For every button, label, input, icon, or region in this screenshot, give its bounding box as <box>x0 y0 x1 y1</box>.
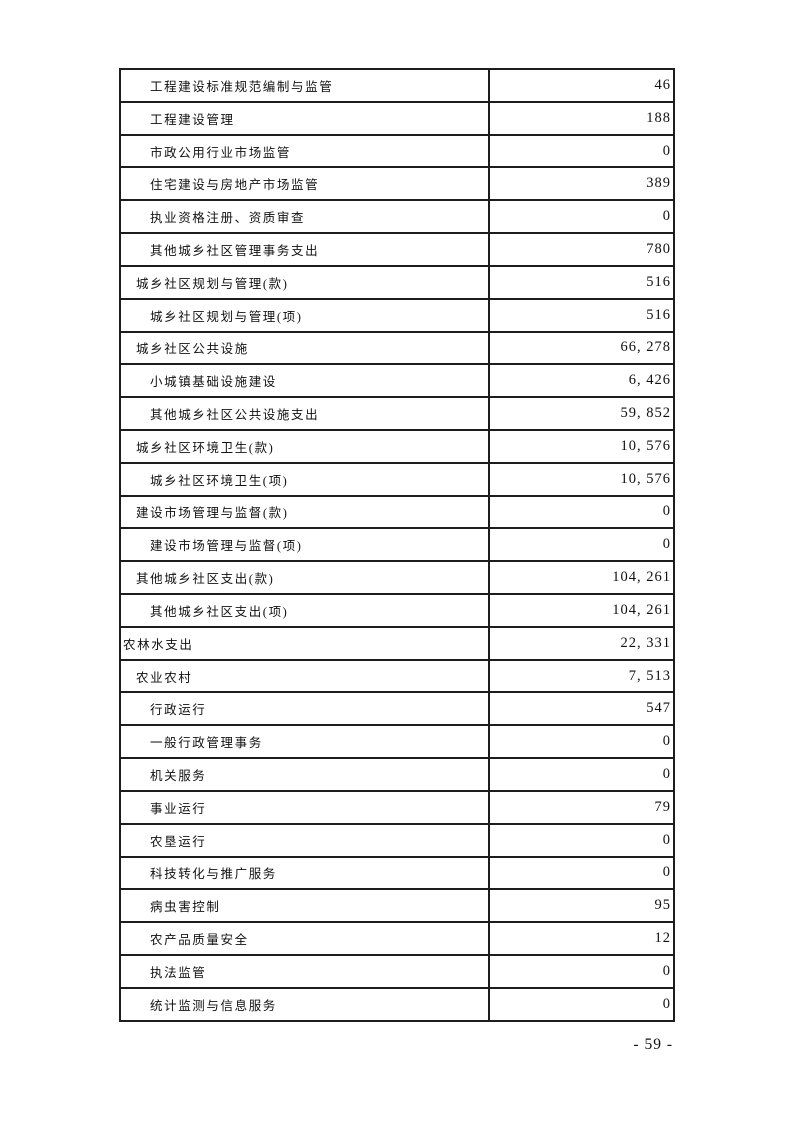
budget-item-value: 46 <box>488 68 675 103</box>
table-row: 城乡社区规划与管理(款) 516 <box>119 264 675 300</box>
budget-item-value: 22, 331 <box>488 625 675 661</box>
budget-item-label: 农林水支出 <box>119 625 490 661</box>
budget-item-value: 95 <box>488 888 675 924</box>
budget-item-value: 516 <box>488 297 675 333</box>
table-row: 执业资格注册、资质审查 0 <box>119 199 675 235</box>
budget-item-label: 住宅建设与房地产市场监管 <box>119 166 490 202</box>
budget-item-value: 66, 278 <box>488 330 675 366</box>
table-row: 行政运行 547 <box>119 691 675 727</box>
table-row: 市政公用行业市场监管 0 <box>119 133 675 169</box>
budget-item-value: 0 <box>488 724 675 760</box>
table-row: 其他城乡社区支出(款) 104, 261 <box>119 560 675 595</box>
table-row: 城乡社区环境卫生(款) 10, 576 <box>119 428 675 464</box>
budget-item-value: 104, 261 <box>488 593 675 628</box>
budget-item-label: 统计监测与信息服务 <box>119 986 490 1023</box>
budget-item-value: 547 <box>488 691 675 727</box>
table-row: 统计监测与信息服务 0 <box>119 986 675 1023</box>
budget-item-value: 0 <box>488 757 675 792</box>
budget-item-label: 建设市场管理与监督(项) <box>119 527 490 563</box>
budget-item-label: 事业运行 <box>119 789 490 825</box>
table-row: 城乡社区环境卫生(项) 10, 576 <box>119 461 675 497</box>
budget-item-label: 农垦运行 <box>119 822 490 858</box>
table-row: 病虫害控制 95 <box>119 888 675 924</box>
budget-item-value: 516 <box>488 264 675 300</box>
budget-item-label: 科技转化与推广服务 <box>119 855 490 891</box>
budget-item-value: 188 <box>488 100 675 136</box>
budget-item-label: 城乡社区环境卫生(款) <box>119 428 490 464</box>
budget-item-value: 0 <box>488 986 675 1023</box>
budget-item-value: 12 <box>488 921 675 956</box>
table-row: 城乡社区规划与管理(项) 516 <box>119 297 675 333</box>
table-row: 农林水支出 22, 331 <box>119 625 675 661</box>
budget-item-value: 104, 261 <box>488 560 675 595</box>
table-row: 一般行政管理事务 0 <box>119 724 675 760</box>
budget-item-label: 其他城乡社区支出(款) <box>119 560 490 595</box>
table-row: 农产品质量安全 12 <box>119 921 675 956</box>
table-row: 城乡社区公共设施 66, 278 <box>119 330 675 366</box>
table-row: 住宅建设与房地产市场监管 389 <box>119 166 675 202</box>
budget-item-label: 工程建设管理 <box>119 100 490 136</box>
budget-item-label: 病虫害控制 <box>119 888 490 924</box>
budget-item-label: 工程建设标准规范编制与监管 <box>119 68 490 103</box>
table-row: 机关服务 0 <box>119 757 675 792</box>
table-row: 农垦运行 0 <box>119 822 675 858</box>
table-row: 小城镇基础设施建设 6, 426 <box>119 363 675 399</box>
table-row: 其他城乡社区公共设施支出 59, 852 <box>119 396 675 431</box>
table-row: 事业运行 79 <box>119 789 675 825</box>
budget-item-label: 农业农村 <box>119 658 490 694</box>
budget-item-value: 0 <box>488 494 675 530</box>
table-row: 执法监管 0 <box>119 953 675 989</box>
budget-item-label: 机关服务 <box>119 757 490 792</box>
budget-item-value: 59, 852 <box>488 396 675 431</box>
budget-item-label: 一般行政管理事务 <box>119 724 490 760</box>
table-row: 建设市场管理与监督(项) 0 <box>119 527 675 563</box>
budget-item-value: 0 <box>488 855 675 891</box>
budget-item-label: 行政运行 <box>119 691 490 727</box>
budget-item-value: 780 <box>488 232 675 267</box>
budget-item-value: 0 <box>488 822 675 858</box>
budget-item-label: 城乡社区规划与管理(项) <box>119 297 490 333</box>
budget-item-value: 10, 576 <box>488 428 675 464</box>
table-row: 工程建设管理 188 <box>119 100 675 136</box>
budget-item-value: 0 <box>488 199 675 235</box>
budget-item-label: 执业资格注册、资质审查 <box>119 199 490 235</box>
budget-item-label: 建设市场管理与监督(款) <box>119 494 490 530</box>
budget-item-value: 10, 576 <box>488 461 675 497</box>
table-row: 其他城乡社区管理事务支出 780 <box>119 232 675 267</box>
budget-table: 工程建设标准规范编制与监管 46 工程建设管理 188 市政公用行业市场监管 0… <box>119 68 675 1023</box>
page-number: - 59 - <box>633 1036 673 1053</box>
budget-item-label: 城乡社区公共设施 <box>119 330 490 366</box>
budget-item-label: 农产品质量安全 <box>119 921 490 956</box>
table-row: 其他城乡社区支出(项) 104, 261 <box>119 593 675 628</box>
budget-item-label: 城乡社区规划与管理(款) <box>119 264 490 300</box>
budget-item-value: 389 <box>488 166 675 202</box>
budget-table-body: 工程建设标准规范编制与监管 46 工程建设管理 188 市政公用行业市场监管 0… <box>119 68 675 1023</box>
budget-item-label: 执法监管 <box>119 953 490 989</box>
budget-item-label: 市政公用行业市场监管 <box>119 133 490 169</box>
budget-item-value: 7, 513 <box>488 658 675 694</box>
budget-item-label: 城乡社区环境卫生(项) <box>119 461 490 497</box>
budget-item-value: 79 <box>488 789 675 825</box>
budget-item-label: 其他城乡社区支出(项) <box>119 593 490 628</box>
table-row: 科技转化与推广服务 0 <box>119 855 675 891</box>
budget-item-label: 其他城乡社区公共设施支出 <box>119 396 490 431</box>
budget-item-value: 0 <box>488 527 675 563</box>
budget-item-label: 小城镇基础设施建设 <box>119 363 490 399</box>
budget-item-value: 6, 426 <box>488 363 675 399</box>
budget-item-label: 其他城乡社区管理事务支出 <box>119 232 490 267</box>
table-row: 工程建设标准规范编制与监管 46 <box>119 68 675 103</box>
budget-item-value: 0 <box>488 133 675 169</box>
table-row: 农业农村 7, 513 <box>119 658 675 694</box>
budget-item-value: 0 <box>488 953 675 989</box>
table-row: 建设市场管理与监督(款) 0 <box>119 494 675 530</box>
